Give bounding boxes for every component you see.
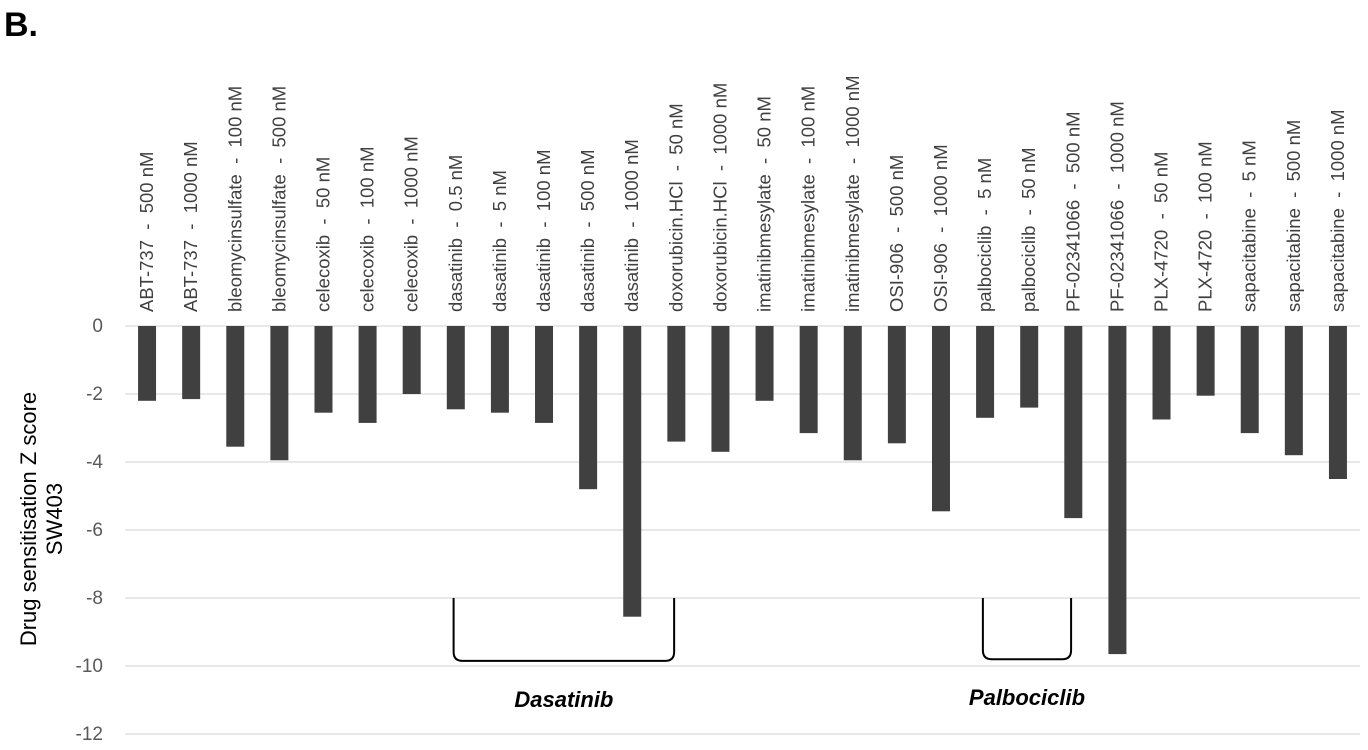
bar — [1240, 326, 1259, 434]
bar — [138, 326, 157, 401]
bar — [314, 326, 333, 413]
bar — [270, 326, 289, 461]
bar — [799, 326, 818, 434]
group-label: Palbociclib — [969, 685, 1085, 710]
bar — [402, 326, 421, 394]
bar — [623, 326, 642, 617]
y-axis-label-line1: Drug sensitisation Z score — [16, 392, 41, 646]
category-label: OSI-906 - 1000 nM — [930, 144, 951, 312]
category-label: palbociclib - 50 nM — [1018, 147, 1039, 312]
category-label: PLX-4720 - 50 nM — [1151, 152, 1172, 312]
y-tick-label: -8 — [86, 588, 103, 609]
category-label: sapacitabine - 5 nM — [1239, 140, 1260, 312]
y-tick-label: -10 — [76, 656, 103, 677]
category-label: dasatinib - 500 nM — [577, 150, 598, 312]
category-label: celecoxib - 100 nM — [357, 146, 378, 312]
bar — [887, 326, 906, 444]
panel-label: B. — [4, 6, 38, 44]
category-label: doxorubicin.HCl - 50 nM — [665, 103, 686, 312]
category-label: dasatinib - 100 nM — [533, 150, 554, 312]
category-labels: ABT-737 - 500 nM ABT-737 - 1000 nM bleomyc… — [136, 76, 1348, 313]
category-label: bleomycinsulfate - 100 nM — [224, 86, 245, 312]
y-tick-label: -4 — [86, 452, 103, 473]
category-label: dasatinib - 5 nM — [489, 170, 510, 312]
y-tick-label: -2 — [86, 384, 103, 405]
category-label: PF-02341066 - 500 nM — [1062, 111, 1083, 312]
category-label: dasatinib - 0.5 nM — [445, 155, 466, 312]
bar — [1328, 326, 1347, 479]
bar — [490, 326, 509, 413]
category-label: imatinibmesylate - 50 nM — [754, 96, 775, 312]
category-label: celecoxib - 50 nM — [312, 157, 333, 312]
bar — [1108, 326, 1127, 655]
bar — [226, 326, 245, 447]
bar — [755, 326, 774, 401]
bar — [1284, 326, 1303, 456]
group-bracket — [452, 598, 676, 662]
category-label: sapacitabine - 1000 nM — [1327, 109, 1348, 312]
category-label: imatinibmesylate - 100 nM — [798, 86, 819, 312]
bar — [579, 326, 598, 490]
category-label: dasatinib - 1000 nM — [621, 139, 642, 312]
y-axis-ticks: 0 -2 -4 -6 -8 -10 -12 — [76, 316, 104, 745]
bars — [138, 326, 1347, 655]
bar — [667, 326, 686, 442]
y-axis-label-line2: SW403 — [42, 483, 67, 555]
y-tick-label: 0 — [92, 316, 103, 337]
gridlines — [125, 325, 1360, 735]
category-label: imatinibmesylate - 1000 nM — [842, 76, 863, 313]
bar — [1152, 326, 1171, 420]
category-label: PF-02341066 - 1000 nM — [1106, 101, 1127, 312]
bar — [711, 326, 730, 452]
y-tick-label: -12 — [76, 724, 103, 745]
category-label: PLX-4720 - 100 nM — [1195, 141, 1216, 312]
group-label: Dasatinib — [514, 687, 613, 712]
group-bracket — [981, 598, 1073, 661]
category-label: ABT-737 - 500 nM — [136, 152, 157, 312]
category-label: ABT-737 - 1000 nM — [180, 141, 201, 312]
category-label: bleomycinsulfate - 500 nM — [268, 86, 289, 312]
bar — [446, 326, 465, 410]
bar — [843, 326, 862, 461]
category-label: celecoxib - 1000 nM — [401, 136, 422, 312]
bar — [1196, 326, 1215, 396]
group-brackets: Dasatinib Palbociclib — [452, 598, 1085, 712]
y-tick-label: -6 — [86, 520, 103, 541]
bar — [976, 326, 995, 418]
bar — [535, 326, 554, 423]
bar — [182, 326, 201, 400]
category-label: palbociclib - 5 nM — [974, 158, 995, 312]
category-label: doxorubicin.HCl - 1000 nM — [709, 83, 730, 312]
category-label: OSI-906 - 500 nM — [886, 155, 907, 312]
bar — [358, 326, 377, 423]
bar — [1020, 326, 1039, 408]
bar — [1064, 326, 1083, 519]
bar — [931, 326, 950, 512]
category-label: sapacitabine - 500 nM — [1283, 120, 1304, 312]
